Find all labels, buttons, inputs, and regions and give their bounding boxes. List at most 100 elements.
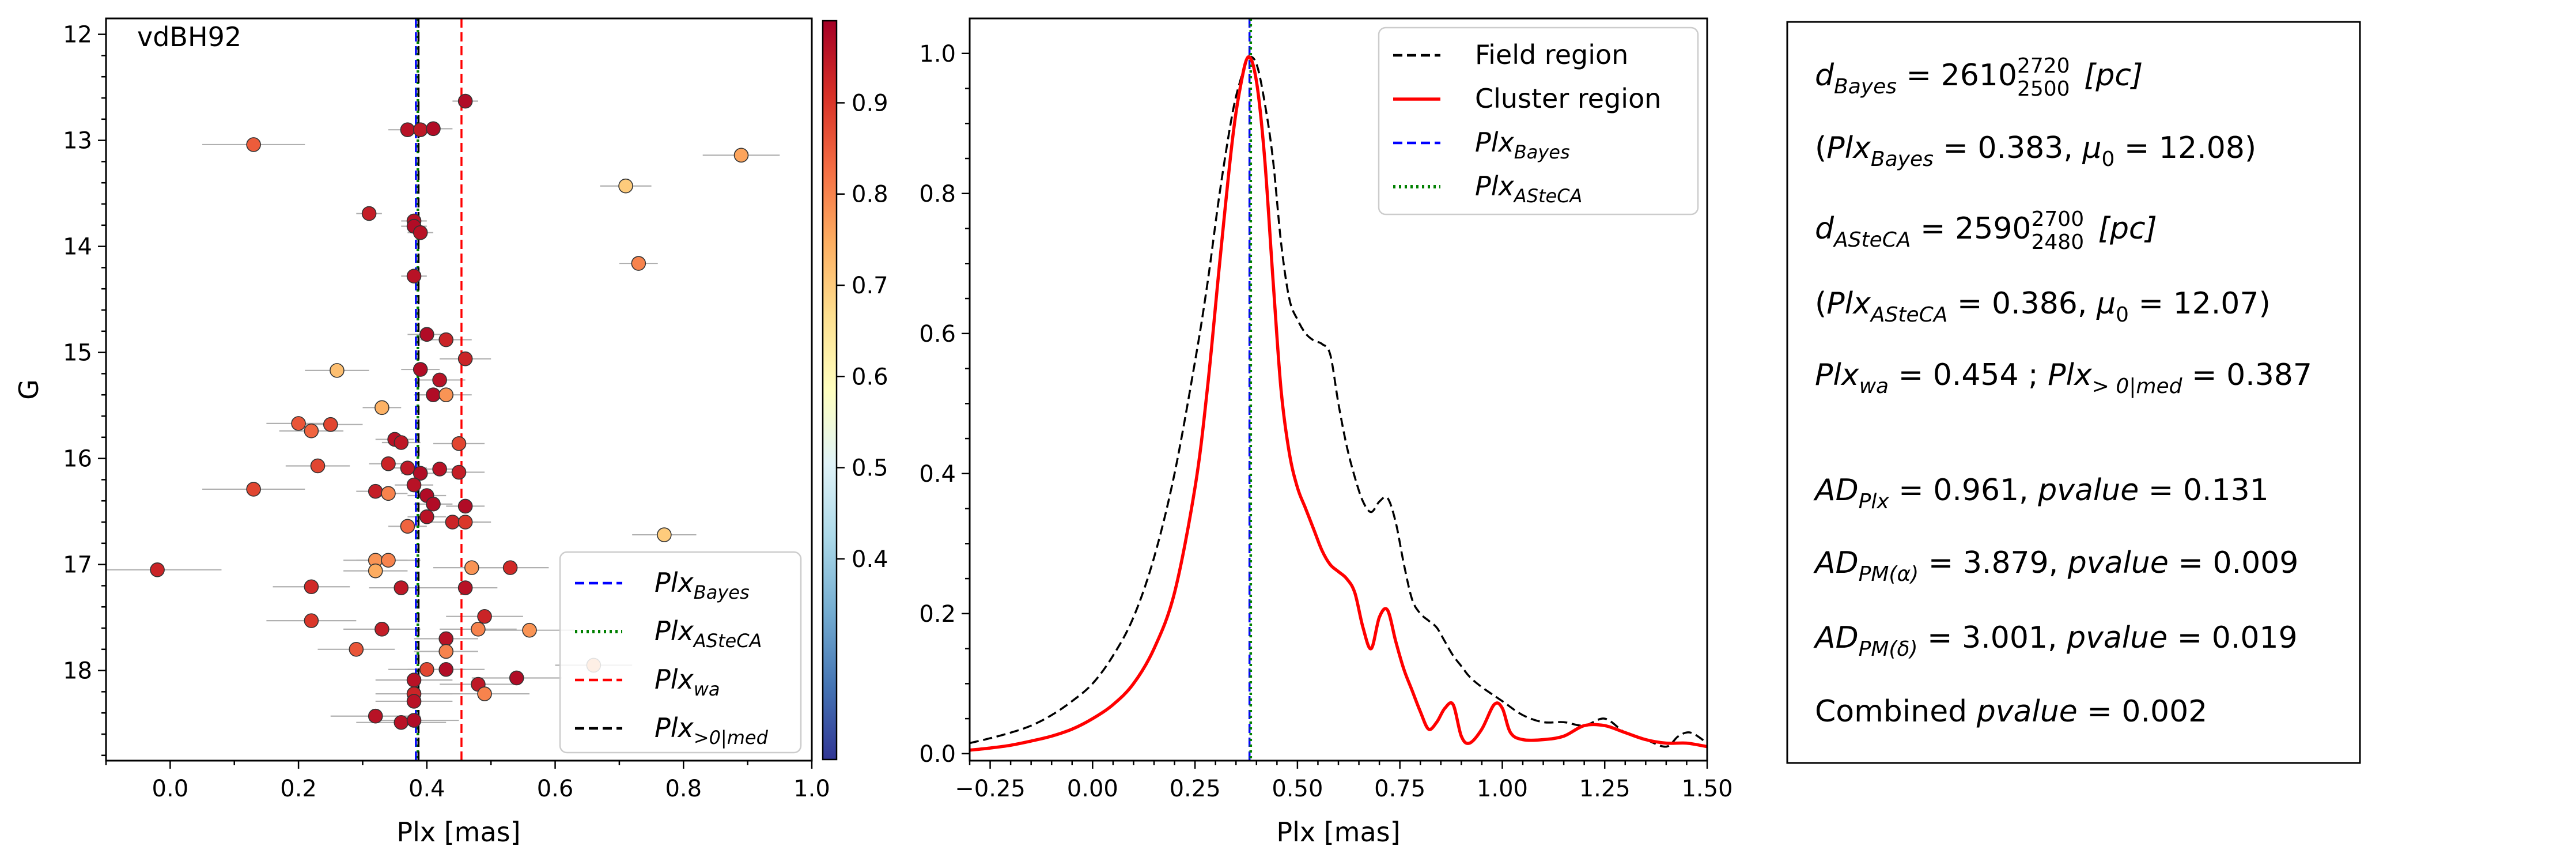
- scatter-point: [438, 644, 454, 659]
- scatter-point: [457, 515, 473, 530]
- scatter-point: [438, 631, 454, 647]
- kde-x-ticks: −0.25 0.00 0.25 0.50 0.75 1.00 1.25 1.50: [955, 761, 1733, 802]
- scatter-point: [438, 387, 454, 403]
- scatter-point: [368, 483, 383, 499]
- scatter-point: [413, 466, 428, 481]
- colorbar-tick-label: 0.6: [852, 364, 888, 390]
- scatter-y-label: G: [13, 379, 44, 400]
- kde-series: [970, 55, 1707, 752]
- scatter-point: [419, 509, 434, 524]
- scatter-point: [381, 553, 396, 568]
- x-tick-label: 0.6: [537, 776, 574, 802]
- stat-d-bayes-bounds: 2500 [pc]: [2017, 58, 2143, 101]
- scatter-point: [438, 332, 454, 347]
- scatter-point: [522, 622, 537, 638]
- scatter-point: [419, 327, 434, 342]
- stat-combined-pvalue: Combined pvalue = 0.002: [1815, 694, 2207, 729]
- scatter-x-label: Plx [mas]: [396, 817, 520, 848]
- scatter-point: [246, 137, 261, 152]
- scatter-point: [323, 417, 338, 432]
- y-tick-label: 13: [63, 128, 92, 154]
- x-tick-label: 1.0: [793, 776, 830, 802]
- scatter-point: [419, 662, 434, 677]
- colorbar-gradient: [822, 20, 838, 761]
- scatter-point: [451, 436, 467, 451]
- y-tick-label: 14: [63, 234, 92, 260]
- scatter-point: [349, 642, 364, 657]
- y-tick-label: 18: [63, 658, 92, 685]
- colorbar-tick-label: 0.4: [852, 546, 888, 573]
- scatter-point: [310, 458, 326, 474]
- legend-label: Plxwa: [655, 664, 720, 700]
- y-tick-label: 0.0: [919, 741, 956, 768]
- series-field-region: [970, 56, 1707, 748]
- x-tick-label: 0.25: [1170, 776, 1221, 802]
- scatter-point: [413, 225, 428, 240]
- cluster-name: vdBH92: [137, 21, 241, 52]
- scatter-point: [406, 694, 422, 709]
- scatter-point: [426, 387, 441, 403]
- colorbar-ticks: 0.4 0.5 0.6 0.7 0.8 0.9: [837, 90, 888, 573]
- colorbar-tick-label: 0.7: [852, 273, 888, 299]
- scatter-point: [406, 269, 422, 284]
- kde-y-ticks: 0.0 0.2 0.4 0.6 0.8 1.0: [919, 41, 970, 768]
- legend-label: PlxBayes: [655, 567, 750, 603]
- stat-d-asteca-bounds: 2480 [pc]: [2032, 211, 2157, 254]
- stat-ad-pm-delta: ADPM(δ) = 3.001, pvalue = 0.019: [1813, 621, 2298, 661]
- scatter-y-ticks: 12 13 14 15 16 17 18: [63, 22, 106, 757]
- scatter-point: [400, 122, 415, 137]
- scatter-point: [464, 560, 479, 575]
- scatter-point: [502, 560, 518, 575]
- scatter-point: [471, 622, 486, 637]
- scatter-point: [733, 148, 749, 163]
- scatter-point: [631, 256, 646, 271]
- x-tick-label: 0.00: [1067, 776, 1118, 802]
- y-tick-label: 0.8: [919, 181, 956, 207]
- scatter-point: [381, 456, 396, 471]
- stat-ad-pm-alpha: ADPM(α) = 3.879, pvalue = 0.009: [1813, 546, 2298, 586]
- y-tick-label: 12: [63, 22, 92, 48]
- scatter-point: [477, 686, 492, 701]
- scatter-point: [445, 515, 460, 530]
- scatter-point: [304, 423, 319, 439]
- x-tick-label: −0.25: [955, 776, 1026, 802]
- scatter-points: [150, 93, 749, 730]
- scatter-point: [368, 563, 383, 579]
- scatter-legend: PlxBayes PlxASteCA Plxwa Plx>0|med: [559, 551, 802, 754]
- x-tick-label: 0.4: [408, 776, 445, 802]
- x-tick-label: 1.50: [1681, 776, 1733, 802]
- x-tick-label: 0.0: [152, 776, 189, 802]
- y-tick-label: 0.4: [919, 461, 956, 488]
- scatter-point: [451, 464, 467, 480]
- scatter-point: [406, 672, 422, 687]
- scatter-point: [304, 579, 319, 595]
- legend-label: PlxASteCA: [1475, 171, 1582, 207]
- scatter-point: [413, 362, 428, 377]
- stat-d-asteca: dASteCA = 25902700: [1815, 207, 2084, 252]
- x-tick-label: 1.00: [1477, 776, 1528, 802]
- scatter-point: [304, 613, 319, 628]
- legend-label: PlxBayes: [1475, 127, 1570, 163]
- scatter-point: [375, 622, 389, 637]
- stat-d-bayes: dBayes = 26102720: [1815, 54, 2070, 99]
- scatter-point: [330, 363, 345, 378]
- scatter-point: [509, 670, 524, 686]
- y-tick-label: 0.2: [919, 601, 956, 628]
- scatter-point: [406, 713, 422, 728]
- y-tick-label: 15: [63, 340, 92, 366]
- x-tick-label: 0.2: [280, 776, 317, 802]
- scatter-point: [394, 580, 409, 595]
- scatter-point: [457, 351, 473, 366]
- kde-legend: Field region Cluster region PlxBayes PlxASt…: [1378, 27, 1699, 216]
- scatter-point: [438, 662, 454, 677]
- scatter-point: [657, 527, 672, 542]
- x-tick-label: 0.50: [1272, 776, 1323, 802]
- stat-ad-plx: ADPlx = 0.961, pvalue = 0.131: [1813, 473, 2269, 513]
- colorbar-tick-label: 0.8: [852, 182, 888, 208]
- y-tick-label: 16: [63, 446, 92, 473]
- x-tick-label: 0.8: [665, 776, 702, 802]
- scatter-point: [457, 580, 473, 595]
- legend-label: PlxASteCA: [655, 615, 762, 652]
- colorbar: 0.4 0.5 0.6 0.7 0.8 0.9: [822, 20, 888, 761]
- stat-plx-bayes: (PlxBayes = 0.383, μ0 = 12.08): [1815, 131, 2256, 171]
